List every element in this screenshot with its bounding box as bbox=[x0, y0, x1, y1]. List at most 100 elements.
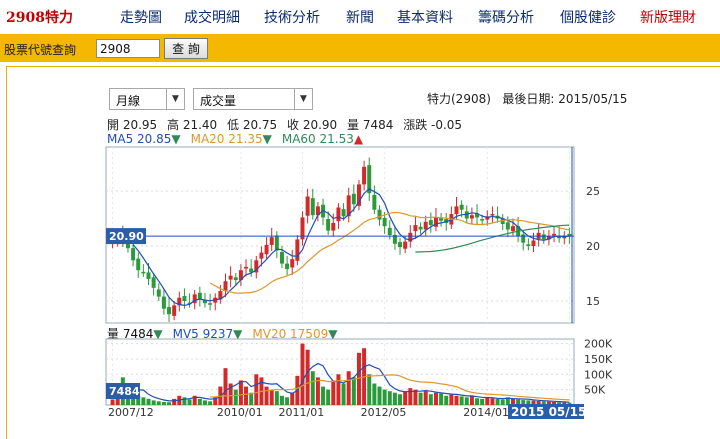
quote-low: 低 20.75 bbox=[227, 118, 278, 132]
volume-bar bbox=[208, 401, 213, 405]
candle-body bbox=[505, 222, 510, 230]
query-button[interactable]: 查 詢 bbox=[164, 38, 208, 59]
vol-legend-arrow-icon-2: ▼ bbox=[328, 327, 338, 341]
volume-bar bbox=[351, 377, 356, 405]
stock-code-input[interactable] bbox=[96, 39, 160, 58]
volume-bar bbox=[274, 391, 279, 405]
volume-bar bbox=[382, 389, 387, 405]
period-select-value: 月線 bbox=[116, 94, 141, 108]
candle-body bbox=[167, 307, 172, 315]
nav-item-4[interactable]: 新聞 bbox=[346, 10, 374, 26]
mv5-line bbox=[133, 362, 570, 403]
indicator-select-value: 成交量 bbox=[200, 94, 237, 108]
last-date-label: 最後日期: bbox=[502, 92, 555, 106]
volume-bar bbox=[444, 395, 449, 405]
volume-bar bbox=[244, 386, 249, 405]
volume-bar bbox=[187, 399, 192, 405]
volume-tick-label: 200K bbox=[584, 338, 613, 351]
candle-body bbox=[290, 259, 295, 268]
ma60-line bbox=[415, 224, 570, 253]
candle-body bbox=[254, 260, 259, 273]
volume-bar bbox=[403, 391, 408, 405]
nav-item-2[interactable]: 成交明細 bbox=[184, 10, 240, 26]
nav-item-0[interactable]: 2908特力 bbox=[6, 10, 73, 26]
period-select[interactable]: 月線 ▼ bbox=[109, 88, 185, 110]
volume-bar bbox=[238, 380, 243, 405]
date-axis-label: 2014/01 bbox=[463, 406, 509, 419]
candle-body bbox=[510, 226, 515, 232]
volume-bar bbox=[536, 401, 541, 405]
candle-body bbox=[182, 296, 187, 301]
ma-legend-item-0: MA5 20.85 bbox=[107, 132, 172, 146]
indicator-select[interactable]: 成交量 ▼ bbox=[193, 88, 313, 110]
candle-body bbox=[372, 194, 377, 210]
quote-change: 漲跌 -0.05 bbox=[403, 118, 463, 132]
volume-bar bbox=[269, 389, 274, 405]
nav-item-8[interactable]: 新版理財 bbox=[640, 10, 696, 26]
volume-bar bbox=[485, 397, 490, 405]
nav-item-3[interactable]: 技術分析 bbox=[264, 10, 320, 26]
candle-body bbox=[146, 272, 151, 279]
vol-legend-item-0: 量 7484 bbox=[107, 327, 154, 341]
nav-item-1[interactable]: 走勢圖 bbox=[120, 10, 162, 26]
candle-body bbox=[228, 275, 233, 280]
price-tick-label: 20 bbox=[586, 240, 600, 253]
candle-body bbox=[197, 292, 202, 299]
volume-bar bbox=[172, 398, 177, 405]
volume-bar bbox=[423, 391, 428, 405]
nav-item-7[interactable]: 個股健診 bbox=[560, 10, 616, 26]
volume-bar bbox=[459, 396, 464, 405]
volume-bar bbox=[454, 395, 459, 405]
candle-body bbox=[192, 294, 197, 304]
volume-bar bbox=[285, 397, 290, 405]
candle-body bbox=[151, 277, 156, 288]
vol-legend-arrow-icon-1: ▼ bbox=[233, 327, 243, 341]
volume-bar bbox=[110, 399, 115, 405]
candle-body bbox=[546, 236, 551, 240]
candle-body bbox=[541, 234, 546, 240]
volume-bar bbox=[516, 399, 521, 405]
volume-bar bbox=[341, 383, 346, 405]
volume-bar bbox=[146, 398, 151, 405]
candle-body bbox=[310, 198, 315, 216]
date-axis-highlight bbox=[508, 404, 584, 419]
volume-bar bbox=[290, 392, 295, 405]
volume-bar bbox=[500, 399, 505, 405]
volume-bar bbox=[141, 397, 146, 405]
ma-legend-arrow-icon-1: ▼ bbox=[262, 132, 272, 146]
candle-body bbox=[557, 235, 562, 239]
date-axis-label: 2010/01 bbox=[217, 406, 263, 419]
nav-item-6[interactable]: 籌碼分析 bbox=[478, 10, 534, 26]
candle-body bbox=[172, 305, 177, 316]
candle-body bbox=[403, 241, 408, 249]
volume-bar bbox=[202, 400, 207, 405]
candle-body bbox=[315, 206, 320, 216]
volume-bar bbox=[305, 349, 310, 405]
volume-bar bbox=[546, 401, 551, 405]
volume-bar bbox=[562, 402, 567, 405]
volume-bar bbox=[254, 374, 259, 405]
candle-body bbox=[480, 219, 485, 221]
volume-bar bbox=[321, 386, 326, 405]
candle-body bbox=[208, 303, 213, 305]
volume-bar bbox=[372, 383, 377, 405]
candle-body bbox=[187, 302, 192, 305]
vol-legend-item-2: MV20 17509 bbox=[252, 327, 329, 341]
volume-bar bbox=[475, 398, 480, 405]
volume-bar bbox=[557, 402, 562, 405]
ma-legend-item-2: MA60 21.53 bbox=[281, 132, 354, 146]
volume-bar bbox=[197, 398, 202, 405]
candle-body bbox=[141, 271, 146, 274]
candle-body bbox=[285, 263, 290, 270]
volume-bar bbox=[213, 397, 218, 405]
candle-body bbox=[346, 195, 351, 217]
volume-bar bbox=[249, 392, 254, 405]
nav-item-5[interactable]: 基本資料 bbox=[397, 10, 453, 26]
volume-bar bbox=[439, 393, 444, 405]
candle-body bbox=[567, 233, 572, 237]
ma-legend: MA5 20.85▼ MA20 21.35▼ MA60 21.53▲ bbox=[107, 132, 373, 146]
volume-bar bbox=[264, 386, 269, 405]
candle-body bbox=[418, 226, 423, 230]
ma-legend-arrow-icon-0: ▼ bbox=[171, 132, 181, 146]
